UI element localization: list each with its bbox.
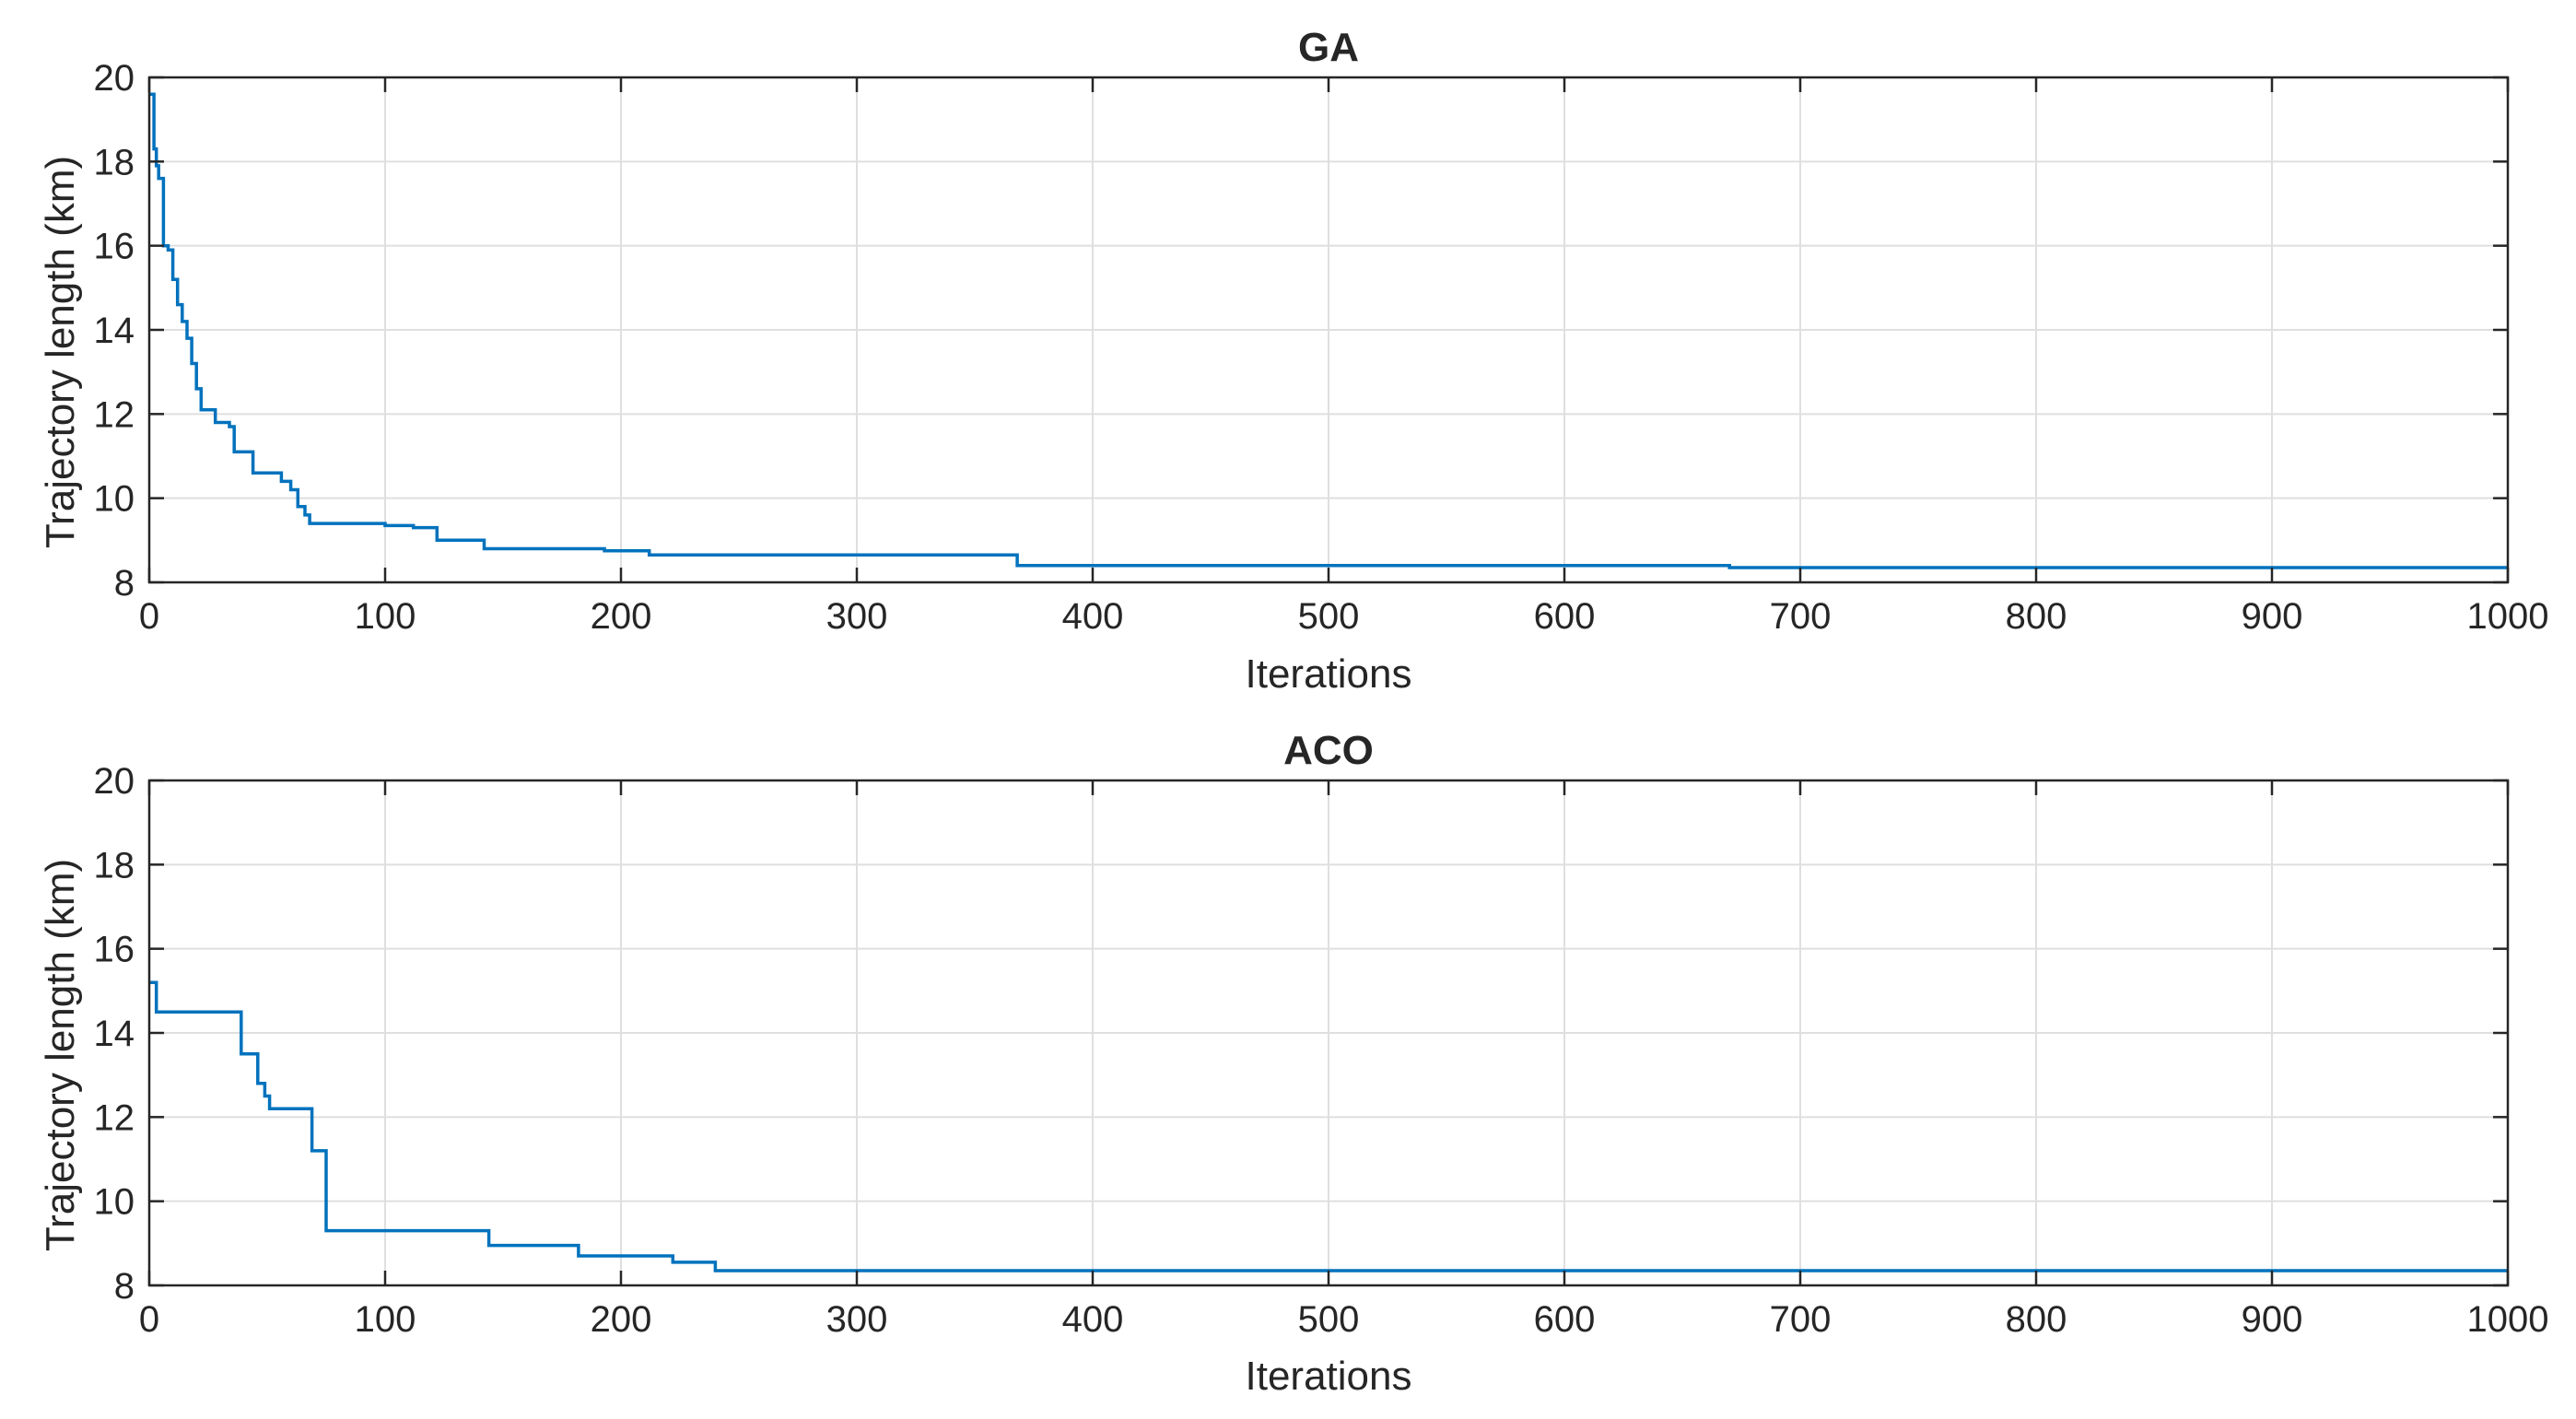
ga-ytick-label: 18 bbox=[94, 142, 135, 182]
aco-title: ACO bbox=[1283, 728, 1374, 773]
ga-ytick-label: 14 bbox=[94, 311, 135, 351]
ga-ytick-label: 20 bbox=[94, 58, 135, 99]
ga-title: GA bbox=[1298, 25, 1359, 70]
aco-xtick-label: 500 bbox=[1298, 1299, 1360, 1340]
aco-xtick-label: 300 bbox=[826, 1299, 888, 1340]
aco-xtick-label: 1000 bbox=[2467, 1299, 2549, 1340]
aco-ytick-label: 10 bbox=[94, 1182, 135, 1223]
aco-xtick-label: 100 bbox=[355, 1299, 416, 1340]
ga-grid bbox=[148, 76, 2509, 583]
ga-xtick-label: 100 bbox=[355, 596, 416, 637]
aco-xtick-label: 900 bbox=[2242, 1299, 2303, 1340]
aco-ytick-label: 16 bbox=[94, 930, 135, 970]
ga-xtick-label: 900 bbox=[2242, 596, 2303, 637]
aco-ytick-label: 12 bbox=[94, 1097, 135, 1138]
ga-ticks: 0 100 200 300 400 500 600 700 800 900 1000 8 10 12 14 1… bbox=[94, 58, 2549, 637]
ga-xtick-label: 200 bbox=[591, 596, 652, 637]
ga-ytick-label: 16 bbox=[94, 227, 135, 267]
ga-ytick-label: 8 bbox=[114, 563, 135, 604]
ga-y-axis-label: Trajectory length (km) bbox=[38, 156, 83, 548]
aco-grid bbox=[148, 780, 2509, 1286]
ga-xtick-label: 300 bbox=[826, 596, 888, 637]
aco-xtick-label: 400 bbox=[1062, 1299, 1124, 1340]
ga-xtick-label: 0 bbox=[139, 596, 159, 637]
aco-ytick-label: 8 bbox=[114, 1266, 135, 1307]
ga-xtick-label: 500 bbox=[1298, 596, 1360, 637]
aco-series-line bbox=[149, 980, 2508, 1272]
ga-series-line bbox=[149, 92, 2508, 569]
aco-x-axis-label: Iterations bbox=[1246, 1354, 1412, 1399]
aco-ytick-label: 14 bbox=[94, 1014, 135, 1054]
ga-xtick-label: 600 bbox=[1534, 596, 1596, 637]
aco-ytick-label: 18 bbox=[94, 845, 135, 885]
aco-xtick-label: 700 bbox=[1770, 1299, 1832, 1340]
aco-panel: ACO 0 100 200 300 400 500 600 700 800 900 1000 8 10 1… bbox=[38, 728, 2548, 1399]
ga-xtick-label: 800 bbox=[2006, 596, 2067, 637]
ga-xtick-label: 400 bbox=[1062, 596, 1124, 637]
ga-xtick-label: 1000 bbox=[2467, 596, 2549, 637]
aco-xtick-label: 800 bbox=[2006, 1299, 2067, 1340]
aco-ytick-label: 20 bbox=[94, 761, 135, 802]
aco-y-axis-label: Trajectory length (km) bbox=[38, 859, 83, 1251]
ga-ytick-label: 12 bbox=[94, 394, 135, 435]
ga-ytick-label: 10 bbox=[94, 479, 135, 520]
aco-xtick-label: 200 bbox=[591, 1299, 652, 1340]
ga-x-axis-label: Iterations bbox=[1246, 651, 1412, 697]
ga-panel: GA 0 100 200 300 400 500 600 700 800 900 1000 8 10 12… bbox=[38, 25, 2548, 697]
aco-xtick-label: 600 bbox=[1534, 1299, 1596, 1340]
aco-xtick-label: 0 bbox=[139, 1299, 159, 1340]
aco-ticks: 0 100 200 300 400 500 600 700 800 900 1000 8 10 12 14 1… bbox=[94, 761, 2549, 1340]
ga-xtick-label: 700 bbox=[1770, 596, 1832, 637]
